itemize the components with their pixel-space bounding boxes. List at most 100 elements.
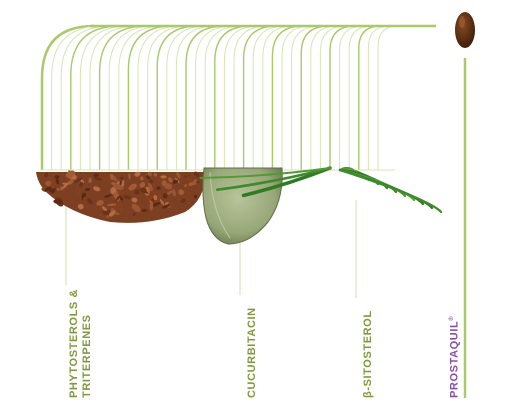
pumpkin-seed-image xyxy=(202,167,283,245)
bark-chip xyxy=(148,179,154,184)
bark-chip xyxy=(146,175,150,180)
converging-line xyxy=(291,25,321,170)
bark-chip xyxy=(54,175,60,179)
bark-chip xyxy=(159,199,165,206)
converging-line xyxy=(40,24,95,170)
bark-chip xyxy=(180,198,186,203)
bark-chip xyxy=(73,177,83,184)
bark-chip xyxy=(123,195,132,200)
bark-chip xyxy=(93,173,99,177)
bark-chip xyxy=(162,204,170,209)
converging-line xyxy=(367,25,390,170)
bark-chip xyxy=(134,189,140,195)
bark-chip xyxy=(93,176,102,181)
bark-chip xyxy=(53,199,63,205)
bark-chip xyxy=(131,203,141,213)
bark-chip xyxy=(100,176,108,180)
converging-line xyxy=(348,25,373,170)
converging-line xyxy=(127,25,173,170)
sitosterol-label: β-SITOSTEROL xyxy=(362,310,375,398)
bark-chip xyxy=(172,188,176,197)
bark-chip xyxy=(109,174,115,180)
bark-chip xyxy=(184,184,188,188)
bark-chip xyxy=(132,212,136,216)
converging-line xyxy=(262,25,295,170)
bark-chip xyxy=(172,179,179,184)
bark-chip xyxy=(192,179,198,186)
bark-chip xyxy=(168,177,173,183)
bark-chip xyxy=(160,175,167,179)
bark-chip xyxy=(96,200,104,206)
converging-line xyxy=(281,25,312,170)
bark-chip xyxy=(107,203,117,207)
bark-chip xyxy=(117,199,122,207)
prostaquil-label-text: PROSTAQUIL xyxy=(448,320,461,398)
bark-chip xyxy=(148,182,153,192)
bark-chip xyxy=(44,186,52,192)
bark-chip xyxy=(119,176,124,180)
capsule-image xyxy=(455,12,475,48)
bark-chip xyxy=(115,194,122,201)
bark-chip xyxy=(178,189,185,195)
bark-chip xyxy=(84,187,91,192)
converging-line xyxy=(156,25,199,170)
bark-chip xyxy=(157,193,163,199)
converging-lines xyxy=(40,24,399,170)
bark-chip xyxy=(116,190,120,197)
bark-chip xyxy=(149,200,154,211)
bark-chip xyxy=(45,180,52,187)
palm-frond xyxy=(338,168,443,214)
palm-frond xyxy=(199,167,331,179)
bark-chip xyxy=(79,181,83,188)
palm-frond xyxy=(215,166,332,192)
converging-line xyxy=(137,25,182,170)
cucurbitacin-label: CUCURBITACIN xyxy=(246,307,259,398)
bark-chip xyxy=(140,176,144,181)
converging-line xyxy=(166,25,208,170)
converging-line xyxy=(339,25,364,170)
bark-chip xyxy=(59,186,64,191)
bark-chip xyxy=(81,193,85,197)
converging-line xyxy=(204,25,242,170)
bark-chip xyxy=(56,188,60,191)
bark-chip xyxy=(88,178,92,183)
bark-chip xyxy=(101,206,108,212)
bark-chip xyxy=(153,194,158,201)
cucurbitacin-label-text: CUCURBITACIN xyxy=(246,307,258,398)
bark-chip xyxy=(128,172,131,180)
bark-chip xyxy=(164,183,173,190)
bark-chip xyxy=(162,193,168,199)
bark-chip xyxy=(156,186,161,190)
bark-chip xyxy=(102,209,112,216)
bark-chip xyxy=(65,170,76,178)
bark-chip xyxy=(77,187,82,192)
sitosterol-label-text: β-SITOSTEROL xyxy=(362,310,374,398)
bark-chip xyxy=(55,177,60,185)
bark-chip xyxy=(153,172,158,177)
bark-chip xyxy=(113,183,124,190)
bark-chips-image xyxy=(36,170,206,223)
bark-chip xyxy=(141,209,148,212)
bark-chip xyxy=(134,171,141,177)
bark-chip xyxy=(176,172,181,179)
bark-chip xyxy=(115,206,124,214)
bark-chip xyxy=(139,182,146,188)
phytosterols-label-line1: PHYTOSTEROLS & xyxy=(68,288,80,398)
bark-chip xyxy=(77,203,84,210)
converging-line xyxy=(147,25,190,170)
bark-chip xyxy=(103,194,112,198)
bark-chip xyxy=(67,179,74,185)
bark-chip xyxy=(50,181,56,189)
bark-chip xyxy=(117,188,125,196)
phytosterols-label-line2: TRITERPENES xyxy=(81,314,93,398)
palm-leaf-image xyxy=(199,166,443,214)
bark-chip xyxy=(79,190,82,202)
converging-line xyxy=(329,25,356,170)
bark-chip xyxy=(193,171,200,178)
bark-chip xyxy=(166,190,174,195)
bark-chip xyxy=(93,186,101,192)
bark-chip xyxy=(108,210,116,217)
converging-line xyxy=(252,25,286,170)
converging-line xyxy=(319,25,347,170)
prostaquil-trademark: ® xyxy=(449,315,455,321)
